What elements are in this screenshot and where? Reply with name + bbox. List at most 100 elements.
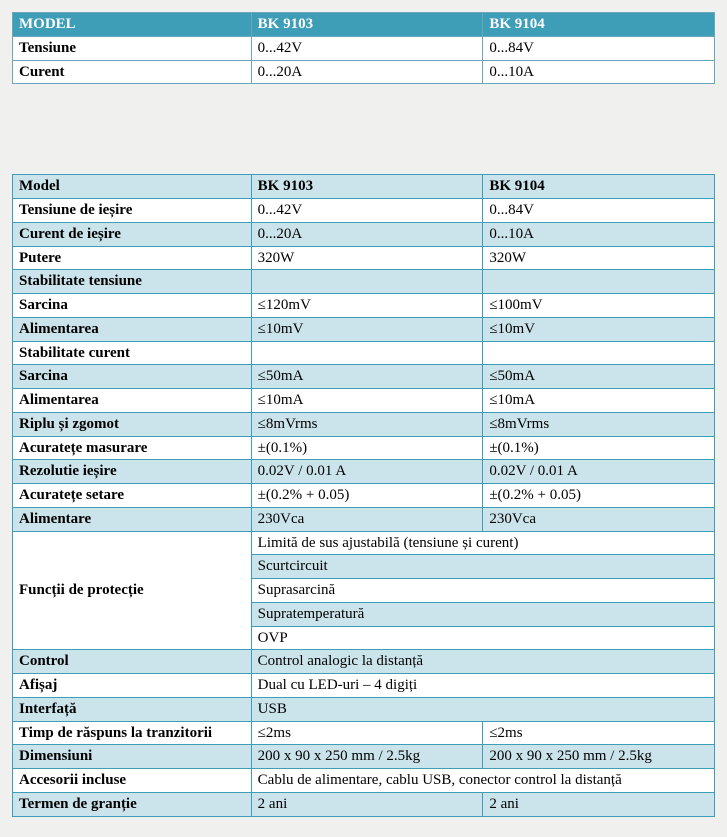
cell — [251, 341, 483, 365]
cell: 0...10A — [483, 60, 715, 84]
cell: ≤10mA — [483, 389, 715, 413]
table-row: Accesorii incluseCablu de alimentare, ca… — [13, 769, 715, 793]
cell: 2 ani — [483, 792, 715, 816]
table-row: Rezolutie ieșire0.02V / 0.01 A0.02V / 0.… — [13, 460, 715, 484]
cell: 0...20A — [251, 222, 483, 246]
cell: 0...84V — [483, 199, 715, 223]
table-row: Curent de ieșire0...20A0...10A — [13, 222, 715, 246]
cell: ≤10mV — [483, 317, 715, 341]
cell: ≤50mA — [251, 365, 483, 389]
row-label: Curent — [13, 60, 252, 84]
cell: 0...42V — [251, 199, 483, 223]
table-row: Curent0...20A0...10A — [13, 60, 715, 84]
cell: ≤2ms — [483, 721, 715, 745]
row-label: Control — [13, 650, 252, 674]
cell: ≤120mV — [251, 294, 483, 318]
row-label: Riplu și zgomot — [13, 412, 252, 436]
cell: ≤8mVrms — [251, 412, 483, 436]
row-label: Dimensiuni — [13, 745, 252, 769]
row-label: Alimentarea — [13, 317, 252, 341]
cell — [483, 341, 715, 365]
col-header: BK 9103 — [251, 13, 483, 37]
cell: ±(0.2% + 0.05) — [483, 484, 715, 508]
row-label: Timp de răspuns la tranzitorii — [13, 721, 252, 745]
cell: Scurtcircuit — [251, 555, 714, 579]
table-row: Acuratețe setare±(0.2% + 0.05)±(0.2% + 0… — [13, 484, 715, 508]
cell: Cablu de alimentare, cablu USB, conector… — [251, 769, 714, 793]
row-label: Putere — [13, 246, 252, 270]
row-label: Tensiune de ieșire — [13, 199, 252, 223]
cell — [251, 270, 483, 294]
summary-table: MODEL BK 9103 BK 9104 Tensiune0...42V0..… — [12, 12, 715, 84]
row-label: Funcții de protecție — [13, 531, 252, 650]
cell: 320W — [251, 246, 483, 270]
cell: ≤8mVrms — [483, 412, 715, 436]
table-row: Riplu și zgomot≤8mVrms≤8mVrms — [13, 412, 715, 436]
cell: 0.02V / 0.01 A — [251, 460, 483, 484]
cell: Control analogic la distanță — [251, 650, 714, 674]
row-label: Curent de ieșire — [13, 222, 252, 246]
table-row: Dimensiuni200 x 90 x 250 mm / 2.5kg200 x… — [13, 745, 715, 769]
row-label: Sarcina — [13, 294, 252, 318]
col-header: Model — [13, 175, 252, 199]
cell: Supratemperatură — [251, 602, 714, 626]
cell: Dual cu LED-uri – 4 digiți — [251, 674, 714, 698]
col-header: BK 9103 — [251, 175, 483, 199]
table-row: Alimentare230Vca230Vca — [13, 507, 715, 531]
table-row: Tensiune de ieșire0...42V0...84V — [13, 199, 715, 223]
table-row: Funcții de protecțieLimită de sus ajusta… — [13, 531, 715, 555]
cell: ±(0.1%) — [483, 436, 715, 460]
table-row: Alimentarea≤10mA≤10mA — [13, 389, 715, 413]
row-label: Alimentarea — [13, 389, 252, 413]
row-label: Stabilitate tensiune — [13, 270, 252, 294]
table-row: Putere320W320W — [13, 246, 715, 270]
row-label: Tensiune — [13, 36, 252, 60]
row-label: Rezolutie ieșire — [13, 460, 252, 484]
table-row: AfișajDual cu LED-uri – 4 digiți — [13, 674, 715, 698]
row-label: Acuratețe masurare — [13, 436, 252, 460]
table-row: Termen de granție2 ani2 ani — [13, 792, 715, 816]
cell: 0...20A — [251, 60, 483, 84]
cell — [483, 270, 715, 294]
table-row: Sarcina≤50mA≤50mA — [13, 365, 715, 389]
cell: 200 x 90 x 250 mm / 2.5kg — [251, 745, 483, 769]
cell: 200 x 90 x 250 mm / 2.5kg — [483, 745, 715, 769]
col-header: MODEL — [13, 13, 252, 37]
section-row: Stabilitate curent — [13, 341, 715, 365]
cell: 0...84V — [483, 36, 715, 60]
row-label: Accesorii incluse — [13, 769, 252, 793]
table-row: ControlControl analogic la distanță — [13, 650, 715, 674]
cell: 0...10A — [483, 222, 715, 246]
table-row: InterfațăUSB — [13, 697, 715, 721]
col-header: BK 9104 — [483, 13, 715, 37]
cell: OVP — [251, 626, 714, 650]
table-header-row: Model BK 9103 BK 9104 — [13, 175, 715, 199]
table-row: Sarcina≤120mV≤100mV — [13, 294, 715, 318]
cell: Suprasarcină — [251, 579, 714, 603]
table-row: Tensiune0...42V0...84V — [13, 36, 715, 60]
cell: ≤10mA — [251, 389, 483, 413]
cell: ≤2ms — [251, 721, 483, 745]
table-row: Timp de răspuns la tranzitorii≤2ms≤2ms — [13, 721, 715, 745]
row-label: Acuratețe setare — [13, 484, 252, 508]
cell: ≤100mV — [483, 294, 715, 318]
cell: USB — [251, 697, 714, 721]
cell: 230Vca — [483, 507, 715, 531]
table-row: Alimentarea≤10mV≤10mV — [13, 317, 715, 341]
cell: ≤50mA — [483, 365, 715, 389]
cell: 230Vca — [251, 507, 483, 531]
cell: ≤10mV — [251, 317, 483, 341]
specs-table: Model BK 9103 BK 9104 Tensiune de ieșire… — [12, 174, 715, 816]
cell: 0.02V / 0.01 A — [483, 460, 715, 484]
cell: 0...42V — [251, 36, 483, 60]
col-header: BK 9104 — [483, 175, 715, 199]
cell: Limită de sus ajustabilă (tensiune și cu… — [251, 531, 714, 555]
table-header-row: MODEL BK 9103 BK 9104 — [13, 13, 715, 37]
cell: 320W — [483, 246, 715, 270]
table-row: Acuratețe masurare±(0.1%)±(0.1%) — [13, 436, 715, 460]
row-label: Termen de granție — [13, 792, 252, 816]
row-label: Sarcina — [13, 365, 252, 389]
cell: ±(0.1%) — [251, 436, 483, 460]
row-label: Alimentare — [13, 507, 252, 531]
row-label: Interfață — [13, 697, 252, 721]
